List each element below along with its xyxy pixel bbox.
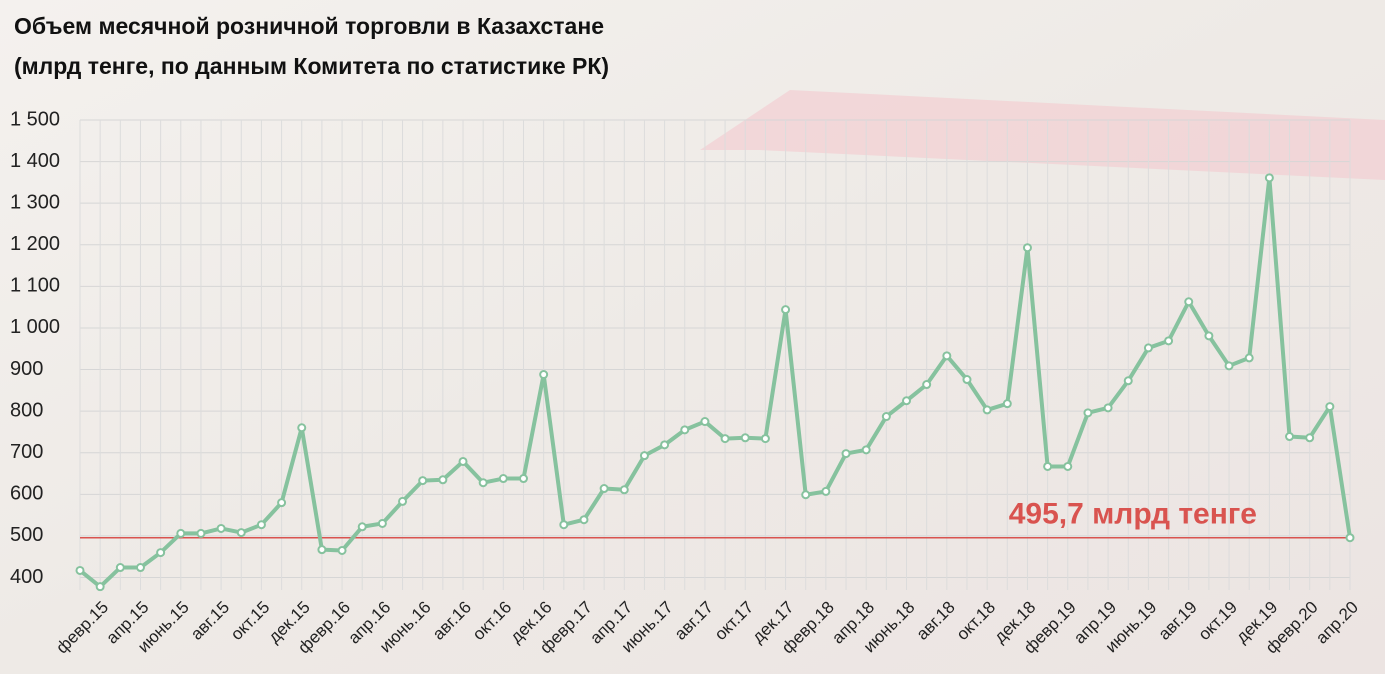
point — [639, 451, 649, 461]
point — [277, 498, 287, 508]
point — [135, 563, 145, 573]
point — [1285, 432, 1295, 442]
point — [1204, 331, 1214, 341]
point — [1002, 399, 1012, 409]
point — [720, 434, 730, 444]
point — [1325, 402, 1335, 412]
point — [559, 520, 569, 530]
point — [518, 474, 528, 484]
chart-title: Объем месячной розничной торговли в Каза… — [14, 13, 604, 39]
series-line — [78, 175, 1352, 589]
point — [1184, 297, 1194, 307]
point — [156, 548, 166, 558]
chart-subtitle: (млрд тенге, по данным Комитета по стати… — [14, 53, 609, 79]
background-shape — [700, 90, 1385, 180]
point — [115, 563, 125, 573]
point — [317, 545, 327, 555]
point — [1345, 533, 1355, 543]
point — [498, 474, 508, 484]
point — [1305, 433, 1315, 443]
point — [599, 484, 609, 494]
point — [841, 449, 851, 459]
y-tick-label: 1 300 — [10, 191, 60, 213]
y-tick-label: 500 — [10, 524, 43, 546]
y-tick-label: 1 500 — [10, 108, 60, 130]
y-tick-label: 1 400 — [10, 150, 60, 172]
point — [861, 445, 871, 455]
point — [438, 475, 448, 485]
point — [1022, 243, 1032, 253]
point — [478, 478, 488, 488]
point — [95, 582, 105, 592]
point — [881, 412, 891, 422]
point — [337, 545, 347, 555]
y-tick-label: 600 — [10, 483, 43, 505]
point — [740, 433, 750, 443]
y-tick-label: 800 — [10, 399, 43, 421]
point — [236, 528, 246, 538]
point — [539, 370, 549, 380]
point — [1043, 461, 1053, 471]
point — [75, 565, 85, 575]
reference-label: 495,7 млрд тенге — [1009, 498, 1257, 531]
point — [680, 425, 690, 435]
point — [256, 520, 266, 530]
point — [781, 305, 791, 315]
point — [357, 522, 367, 532]
point — [196, 528, 206, 538]
point — [398, 496, 408, 506]
point — [1264, 173, 1274, 183]
point — [1083, 408, 1093, 418]
point — [1244, 353, 1254, 363]
point — [962, 375, 972, 385]
point — [660, 440, 670, 450]
point — [1063, 461, 1073, 471]
point — [801, 490, 811, 500]
point — [821, 486, 831, 496]
point — [902, 396, 912, 406]
point — [377, 518, 387, 528]
point — [619, 485, 629, 495]
y-tick-label: 1 200 — [10, 233, 60, 255]
point — [1164, 336, 1174, 346]
point — [760, 434, 770, 444]
y-tick-label: 900 — [10, 358, 43, 380]
point — [982, 405, 992, 415]
point — [942, 351, 952, 361]
y-tick-label: 700 — [10, 441, 43, 463]
point — [1123, 376, 1133, 386]
y-tick-label: 1 000 — [10, 316, 60, 338]
point — [922, 380, 932, 390]
y-tick-label: 1 100 — [10, 275, 60, 297]
point — [579, 515, 589, 525]
point — [418, 476, 428, 486]
point — [176, 528, 186, 538]
point — [216, 523, 226, 533]
point — [458, 456, 468, 466]
y-tick-label: 400 — [10, 566, 43, 588]
point — [297, 423, 307, 433]
point — [700, 417, 710, 427]
point — [1143, 343, 1153, 353]
point — [1224, 361, 1234, 371]
point — [1103, 403, 1113, 413]
